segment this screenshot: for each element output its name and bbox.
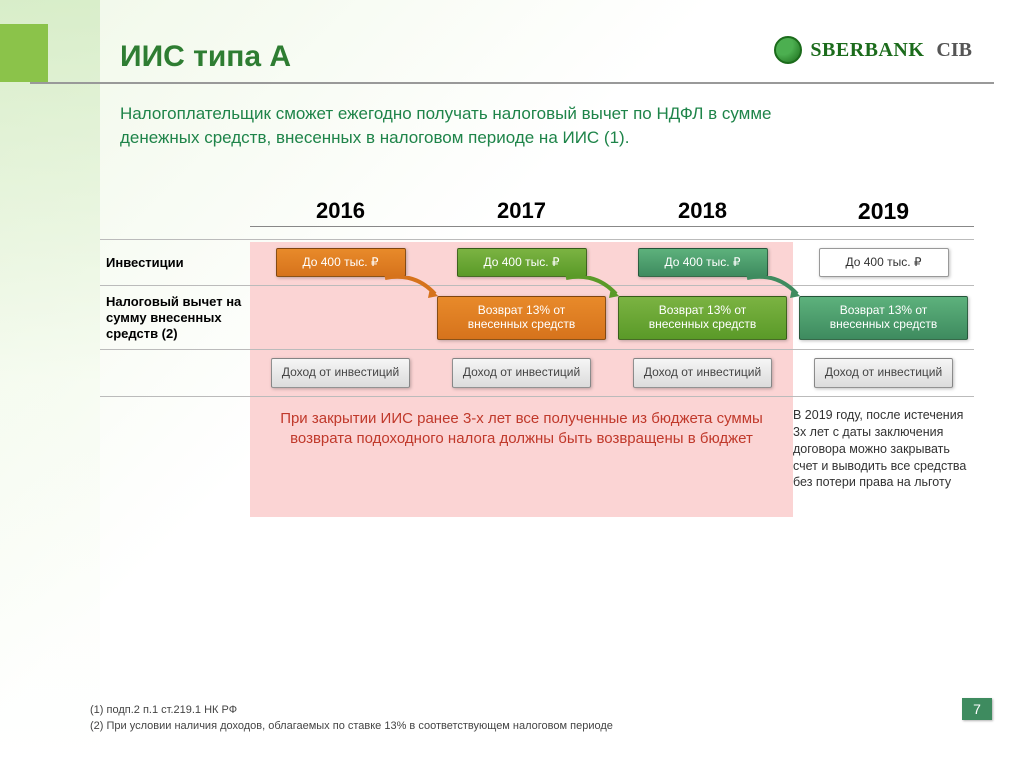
year-2016: 2016 — [250, 198, 431, 239]
title-divider — [30, 82, 994, 84]
row-deduction-label: Налоговый вычет на сумму внесенных средс… — [100, 286, 250, 349]
sidenote-text: В 2019 году, после истечения 3х лет с да… — [793, 397, 974, 491]
title-stripe — [0, 24, 48, 82]
years-header: 2016 2017 2018 2019 — [100, 198, 974, 239]
warning-text: При закрытии ИИС ранее 3-х лет все получ… — [250, 397, 793, 458]
row-invest-cells: До 400 тыс. ₽ До 400 тыс. ₽ До 400 тыс. … — [250, 240, 974, 286]
page-subtitle: Налогоплательщик сможет ежегодно получат… — [120, 102, 820, 150]
deduct-2019: Возврат 13% от внесенных средств — [799, 296, 968, 340]
invest-2016: До 400 тыс. ₽ — [276, 248, 406, 278]
deduct-2017: Возврат 13% от внесенных средств — [437, 296, 606, 340]
row-deduction-cells: Возврат 13% от внесенных средств Возврат… — [250, 288, 974, 348]
row-income-cells: Доход от инвестиций Доход от инвестиций … — [250, 350, 974, 396]
income-2018: Доход от инвестиций — [633, 358, 772, 388]
income-2016: Доход от инвестиций — [271, 358, 410, 388]
year-2019: 2019 — [793, 198, 974, 239]
invest-2017: До 400 тыс. ₽ — [457, 248, 587, 278]
row-income-label — [100, 365, 250, 381]
page-title: ИИС типа А — [120, 40, 974, 74]
invest-2019: До 400 тыс. ₽ — [819, 248, 949, 278]
deduct-2018: Возврат 13% от внесенных средств — [618, 296, 787, 340]
income-2019: Доход от инвестиций — [814, 358, 953, 388]
row-invest-label: Инвестиции — [100, 247, 250, 279]
year-2018: 2018 — [612, 198, 793, 239]
income-2017: Доход от инвестиций — [452, 358, 591, 388]
year-2017: 2017 — [431, 198, 612, 239]
invest-2018: До 400 тыс. ₽ — [638, 248, 768, 278]
